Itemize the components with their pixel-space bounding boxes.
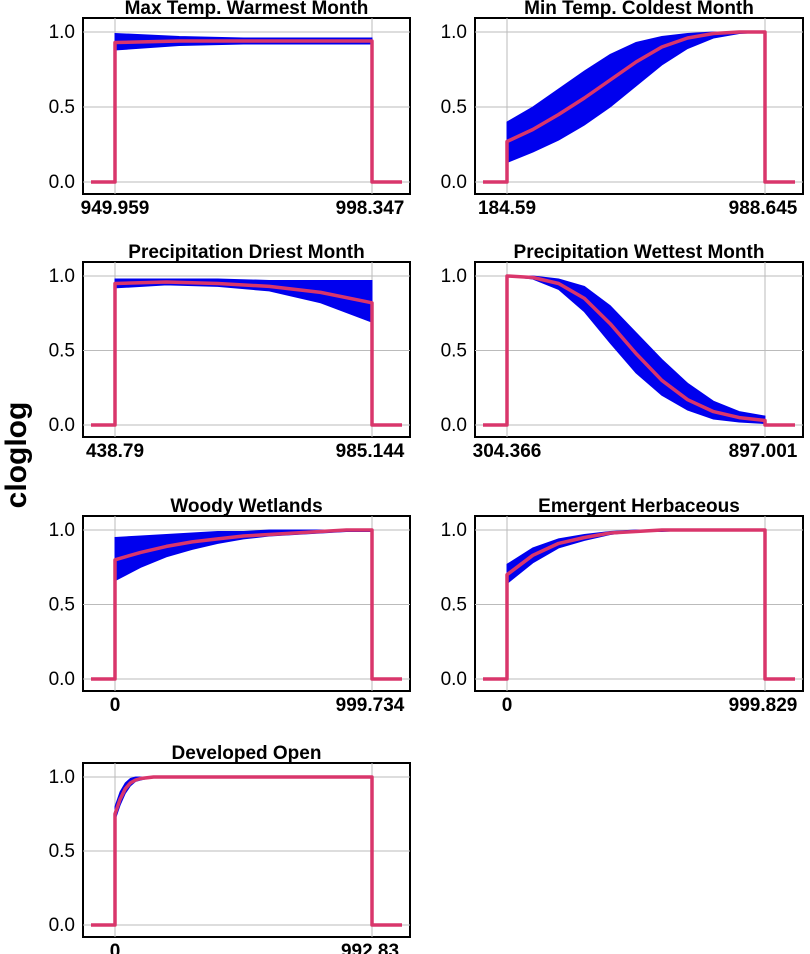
- x-tick-label: 999.734: [336, 695, 405, 716]
- y-tick-label: 1.0: [49, 520, 75, 541]
- chart-title: Woody Wetlands: [170, 496, 322, 517]
- chart-title: Developed Open: [172, 743, 322, 764]
- x-tick-label: 949.959: [81, 198, 150, 219]
- y-tick-label: 1.0: [441, 22, 467, 43]
- y-tick-label: 1.0: [49, 22, 75, 43]
- y-axis-label: cloglog: [0, 402, 33, 509]
- chart-title: Precipitation Wettest Month: [514, 242, 765, 263]
- x-tick-label: 184.59: [478, 198, 536, 219]
- y-tick-label: 0.0: [441, 172, 467, 193]
- mean-response-line: [91, 528, 402, 681]
- mean-response-line: [91, 775, 402, 927]
- y-tick-label: 0.0: [441, 669, 467, 690]
- y-tick-label: 0.0: [49, 415, 75, 436]
- chart-panel: Developed Open 0.0 0.5 1.0 0 992.83: [49, 743, 411, 954]
- y-tick-label: 1.0: [49, 266, 75, 287]
- x-tick-label: 0: [110, 941, 121, 954]
- y-tick-label: 0.0: [49, 669, 75, 690]
- y-tick-label: 1.0: [441, 520, 467, 541]
- y-tick-label: 1.0: [441, 266, 467, 287]
- y-tick-label: 0.5: [49, 595, 75, 616]
- chart-panel: Woody Wetlands 0.0 0.5 1.0 0 999.734: [49, 496, 411, 716]
- chart-panel: Emergent Herbaceous 0.0 0.5 1.0 0 999.829: [441, 496, 804, 716]
- x-tick-label: 0: [502, 695, 513, 716]
- chart-title: Precipitation Driest Month: [128, 242, 364, 263]
- plot-frame: [82, 762, 411, 938]
- chart-panel: Max Temp. Warmest Month 0.0 0.5 1.0 949.959 9…: [49, 0, 411, 219]
- x-tick-label: 985.144: [336, 441, 405, 462]
- plot-frame: [474, 515, 804, 692]
- y-tick-label: 0.5: [441, 97, 467, 118]
- chart-title: Emergent Herbaceous: [538, 496, 740, 517]
- y-tick-label: 0.5: [49, 97, 75, 118]
- y-tick-label: 0.5: [441, 595, 467, 616]
- x-tick-label: 304.366: [473, 441, 542, 462]
- y-tick-label: 1.0: [49, 767, 75, 788]
- x-tick-label: 897.001: [729, 441, 798, 462]
- chart-panel: Precipitation Driest Month 0.0 0.5 1.0 438.7…: [49, 242, 411, 462]
- y-tick-label: 0.5: [441, 341, 467, 362]
- mean-response-line: [483, 30, 795, 184]
- mean-response-line: [91, 39, 402, 184]
- chart-panel: Min Temp. Coldest Month 0.0 0.5 1.0 184.59 98…: [441, 0, 804, 219]
- x-tick-label: 988.645: [729, 198, 798, 219]
- y-tick-label: 0.0: [49, 172, 75, 193]
- chart-panel: Precipitation Wettest Month 0.0 0.5 1.0 304.…: [441, 242, 804, 462]
- y-tick-label: 0.5: [49, 841, 75, 862]
- x-tick-label: 438.79: [86, 441, 144, 462]
- y-tick-label: 0.0: [49, 915, 75, 936]
- chart-title: Max Temp. Warmest Month: [125, 0, 369, 19]
- y-tick-label: 0.5: [49, 341, 75, 362]
- chart-title: Min Temp. Coldest Month: [524, 0, 754, 19]
- x-tick-label: 998.347: [336, 198, 405, 219]
- y-tick-label: 0.0: [441, 415, 467, 436]
- x-tick-label: 0: [110, 695, 121, 716]
- mean-response-line: [483, 274, 795, 427]
- x-tick-label: 992.83: [341, 941, 399, 954]
- mean-response-line: [91, 280, 402, 427]
- mean-response-line: [483, 528, 795, 681]
- x-tick-label: 999.829: [729, 695, 798, 716]
